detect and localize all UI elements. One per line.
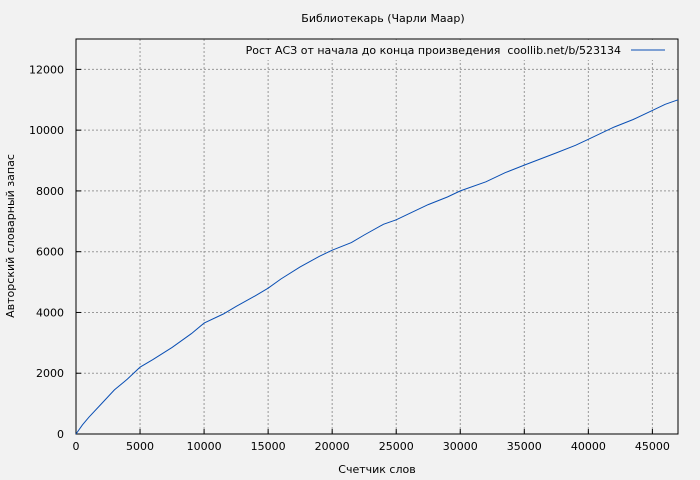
y-axis-label: Авторский словарный запас — [4, 154, 17, 318]
y-tick-label: 12000 — [29, 63, 64, 76]
x-tick-label: 0 — [73, 440, 80, 453]
x-tick-label: 35000 — [507, 440, 542, 453]
series-line — [75, 99, 679, 435]
legend-background — [255, 40, 677, 60]
x-tick-label: 15000 — [251, 440, 286, 453]
x-tick-label: 30000 — [443, 440, 478, 453]
y-tick-label: 6000 — [36, 246, 64, 259]
y-tick-label: 0 — [57, 428, 64, 441]
grid — [76, 39, 678, 434]
x-tick-label: 25000 — [379, 440, 414, 453]
y-tick-label: 2000 — [36, 367, 64, 380]
y-tick-label: 10000 — [29, 124, 64, 137]
x-tick-label: 45000 — [635, 440, 670, 453]
ticks: 0 5000 10000 15000 20000 25000 30000 35000 40000… — [29, 63, 670, 453]
y-tick-label: 8000 — [36, 185, 64, 198]
x-tick-label: 5000 — [126, 440, 154, 453]
plot-frame — [75, 38, 679, 435]
chart-title: Библиотекарь (Чарли Маар) — [301, 12, 464, 25]
x-tick-label: 10000 — [187, 440, 222, 453]
x-tick-label: 40000 — [571, 440, 606, 453]
legend-label: Рост АСЗ от начала до конца произведения… — [246, 44, 621, 57]
y-tick-label: 4000 — [36, 306, 64, 319]
x-axis-label: Счетчик слов — [338, 463, 415, 476]
x-tick-label: 20000 — [315, 440, 350, 453]
